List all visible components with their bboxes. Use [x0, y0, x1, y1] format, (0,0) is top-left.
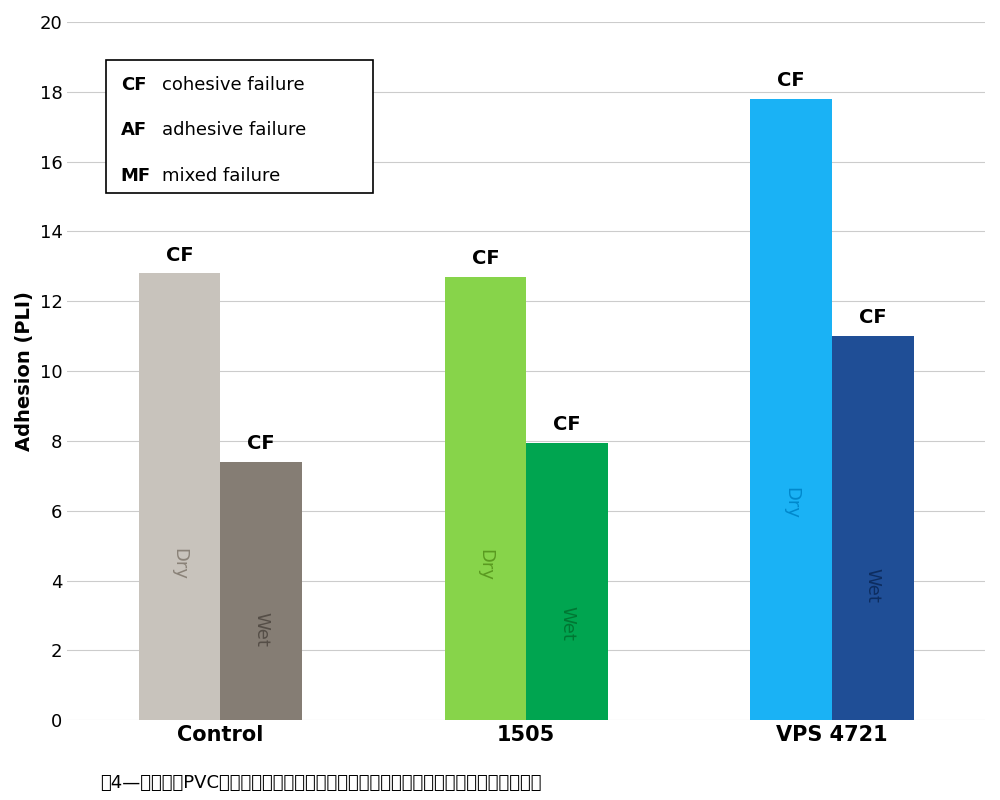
Text: CF: CF	[247, 434, 275, 453]
Bar	[220, 462, 302, 720]
Text: 图4—记录老化PVC屋面薄膜上水性丙烯酸屋面涂层的干、湿附着力测量值和失效模式。: 图4—记录老化PVC屋面薄膜上水性丙烯酸屋面涂层的干、湿附着力测量值和失效模式。	[100, 774, 542, 792]
Text: MF: MF	[121, 166, 151, 185]
Text: Wet: Wet	[252, 612, 270, 647]
Text: CF: CF	[777, 71, 805, 90]
Text: adhesive failure: adhesive failure	[162, 122, 306, 139]
FancyBboxPatch shape	[106, 60, 373, 193]
Text: CF: CF	[121, 76, 146, 94]
Text: Dry: Dry	[782, 486, 800, 518]
Bar	[139, 274, 220, 720]
Bar	[750, 98, 832, 720]
Text: CF: CF	[859, 309, 887, 327]
Bar	[445, 277, 526, 720]
Text: Dry: Dry	[170, 548, 188, 580]
Text: CF: CF	[166, 246, 193, 265]
Bar	[526, 442, 608, 720]
Text: cohesive failure: cohesive failure	[162, 76, 304, 94]
Text: CF: CF	[472, 249, 499, 268]
Y-axis label: Adhesion (PLI): Adhesion (PLI)	[15, 291, 34, 451]
Text: Wet: Wet	[558, 606, 576, 641]
Text: AF: AF	[121, 122, 147, 139]
Text: CF: CF	[553, 415, 581, 434]
Text: mixed failure: mixed failure	[162, 166, 280, 185]
Bar	[832, 336, 914, 720]
Text: Dry: Dry	[476, 549, 494, 581]
Text: Wet: Wet	[864, 568, 882, 603]
